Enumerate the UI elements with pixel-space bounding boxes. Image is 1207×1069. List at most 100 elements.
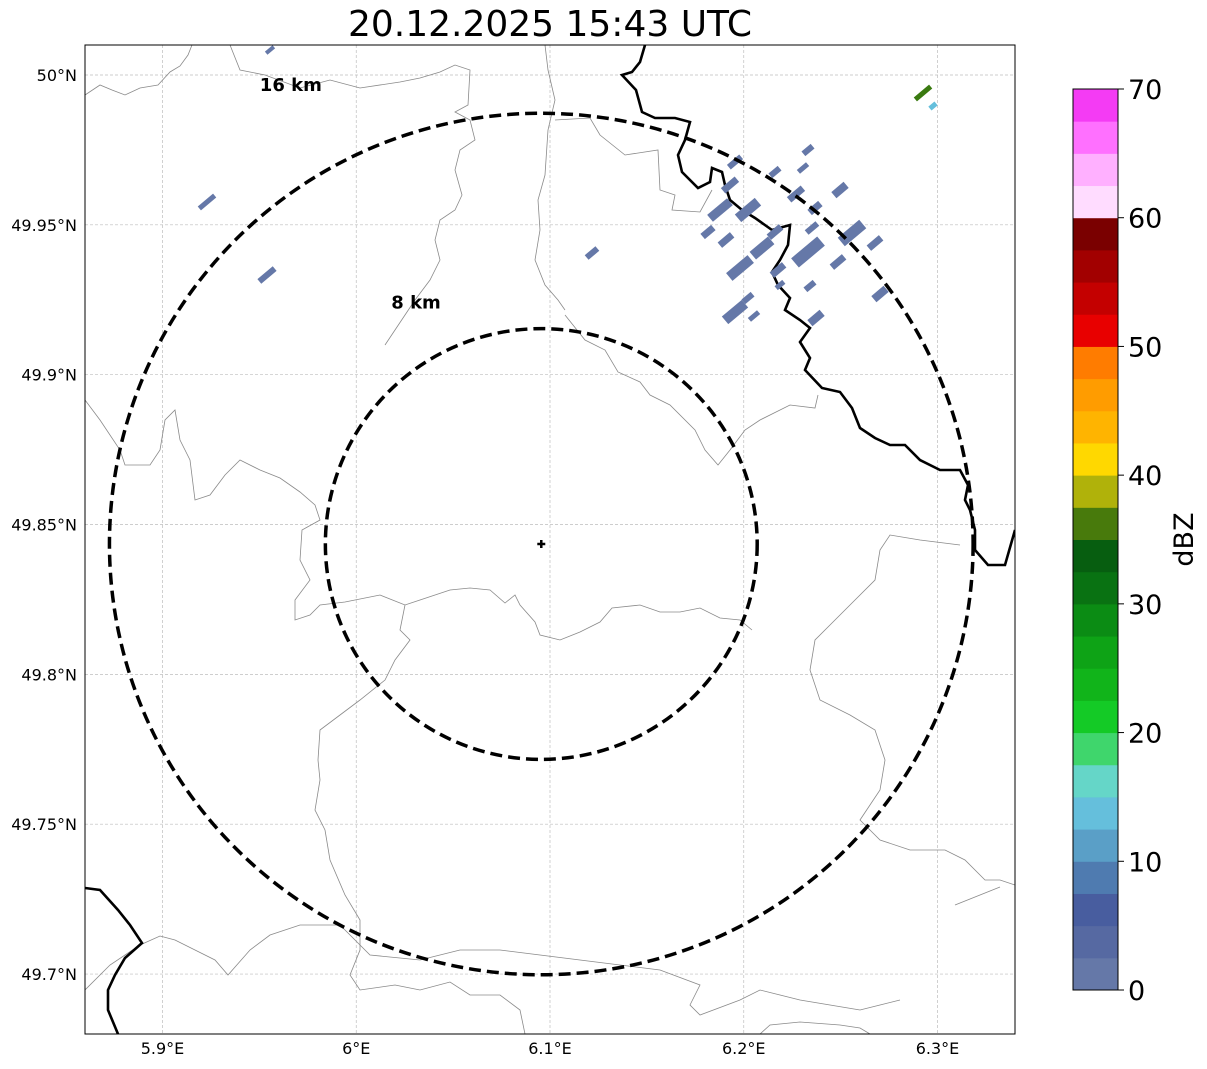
y-tick-label: 49.95°N — [11, 216, 77, 235]
radar-echo-cell — [801, 143, 815, 157]
colorbar-bin — [1073, 539, 1118, 573]
map-title: 20.12.2025 15:43 UTC — [347, 4, 753, 45]
colorbar-bin — [1073, 861, 1118, 894]
admin-boundary-north-west — [85, 45, 193, 96]
admin-boundary-east — [809, 534, 1015, 886]
radar-echo-cell — [866, 235, 884, 251]
radar-echo-cell — [807, 309, 825, 327]
radar-echo-cell — [717, 232, 735, 248]
radar-echo-cell — [707, 198, 733, 222]
colorbar-bin — [1073, 636, 1118, 669]
colorbar-bin — [1073, 700, 1118, 734]
x-tick-label: 5.9°E — [141, 1039, 185, 1058]
colorbar-bin — [1073, 217, 1118, 251]
colorbar-bin — [1073, 121, 1118, 154]
colorbar-tick-label: 10 — [1128, 847, 1162, 878]
radar-echo-cell — [197, 193, 217, 211]
radar-echo-cell — [831, 181, 849, 199]
radar-echo-cell — [726, 255, 754, 281]
admin-boundary-west-middle — [85, 399, 753, 641]
x-tick-label: 6.3°E — [916, 1039, 960, 1058]
x-tick-label: 6°E — [342, 1039, 370, 1058]
radar-echo-cell — [721, 299, 749, 325]
radar-echo-cell — [257, 266, 277, 284]
radar-echo-cell — [264, 45, 276, 55]
range-ring-8km — [323, 326, 759, 762]
range-ring-16km — [107, 111, 975, 977]
admin-boundary-center-east — [554, 117, 713, 213]
map-frame — [84, 44, 1016, 1035]
admin-boundary-valley — [564, 314, 819, 466]
colorbar-bin — [1073, 475, 1118, 508]
y-tick-label: 49.7°N — [21, 965, 77, 984]
colorbar-tick-label: 20 — [1128, 719, 1162, 750]
colorbar-bin — [1073, 314, 1118, 347]
radar-echo-cell — [720, 176, 740, 194]
radar-echo-cell — [766, 224, 784, 240]
colorbar-tick-label: 40 — [1128, 461, 1162, 492]
radar-echo-cell — [829, 254, 847, 270]
x-tick-label: 6.2°E — [722, 1039, 766, 1058]
colorbar-bin — [1073, 668, 1118, 701]
admin-boundaries — [85, 45, 1015, 1034]
admin-boundary-east-south — [954, 886, 1001, 906]
colorbar-tick-label: 60 — [1128, 204, 1162, 235]
colorbar-tick-label: 50 — [1128, 332, 1162, 363]
radar-echo-cell — [871, 285, 889, 303]
y-tick-label: 50°N — [37, 66, 77, 85]
colorbar-frame — [1072, 88, 1119, 991]
colorbar-bin — [1073, 796, 1118, 830]
colorbar-label: dBZ — [1169, 512, 1200, 566]
radar-echo-cell — [747, 310, 761, 322]
y-tick-label: 49.75°N — [11, 815, 77, 834]
radar-echo-cell — [796, 162, 810, 174]
colorbar-bin — [1073, 249, 1118, 283]
range-ring-label: 16 km — [260, 75, 322, 96]
x-tick-label: 6.1°E — [528, 1039, 572, 1058]
colorbar-bin — [1073, 442, 1118, 476]
radar-echo-cell — [726, 154, 744, 170]
radar-echo-cell — [769, 262, 787, 278]
radar-echo-cell — [807, 200, 823, 216]
radar-echo-cell — [749, 236, 775, 260]
colorbar-bin — [1073, 507, 1118, 540]
y-tick-label: 49.9°N — [21, 366, 77, 385]
colorbar-bin — [1073, 378, 1118, 412]
colorbar-bin — [1073, 185, 1118, 219]
radar-echo-cell — [791, 236, 825, 268]
colorbar-bin — [1073, 410, 1118, 444]
radar-echo-cell — [774, 279, 786, 291]
admin-boundary-south-east — [759, 1021, 871, 1034]
border-luxembourg-belgium — [85, 886, 144, 1034]
radar-site-marker — [537, 539, 546, 548]
colorbar-bin — [1073, 346, 1118, 380]
colorbar-bin — [1073, 732, 1118, 766]
range-ring-label: 8 km — [391, 292, 441, 313]
admin-boundary-south — [85, 924, 901, 1016]
colorbar-tick-label: 0 — [1128, 976, 1145, 1007]
colorbar-tick-label: 70 — [1128, 75, 1162, 106]
radar-echo-cell — [786, 185, 806, 203]
colorbar-bin — [1073, 571, 1118, 605]
colorbar-bin — [1073, 925, 1118, 959]
colorbar-tick-label: 30 — [1128, 590, 1162, 621]
colorbar-bin — [1073, 893, 1118, 927]
colorbar-bin — [1073, 89, 1118, 122]
colorbar-bin — [1073, 282, 1118, 315]
colorbar-bin — [1073, 829, 1118, 862]
radar-echo-cell — [928, 101, 938, 111]
colorbar-bin — [1073, 153, 1118, 187]
radar-echo-cell — [584, 246, 600, 260]
radar-echo-cell — [700, 224, 716, 240]
admin-boundary-river-west — [534, 45, 566, 311]
admin-boundary-north-central — [229, 45, 476, 346]
y-tick-label: 49.85°N — [11, 516, 77, 535]
colorbar: 0 10 20 30 40 50 60 70 dBZ — [1072, 75, 1200, 1007]
radar-echo-cell — [804, 221, 820, 235]
colorbar-bin — [1073, 764, 1118, 798]
range-rings: 8 km 16 km — [107, 75, 975, 977]
radar-echo-cell — [768, 165, 782, 179]
radar-echo-cell — [741, 291, 755, 305]
radar-echo-cell — [913, 84, 933, 102]
radar-echo-cell — [734, 197, 762, 223]
